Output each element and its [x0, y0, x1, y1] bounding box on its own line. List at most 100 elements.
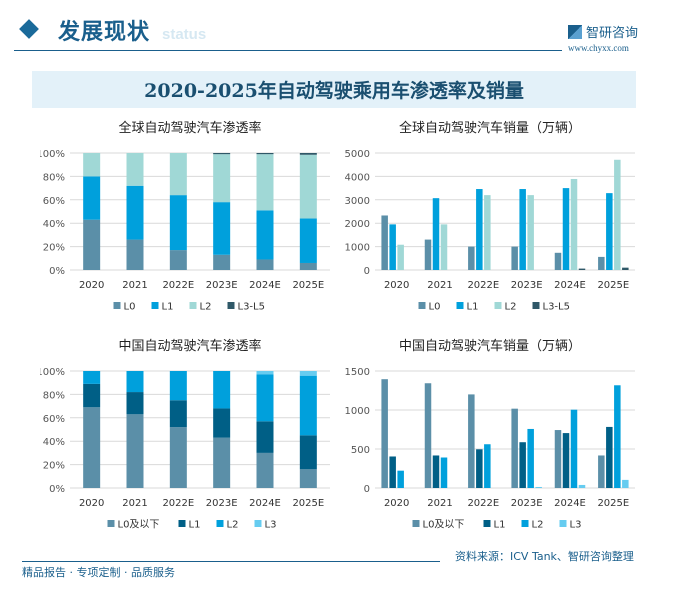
chart-title: 全球自动驾驶汽车销量（万辆） [399, 120, 581, 136]
bar-segment [299, 469, 317, 488]
x-tick-label: 2024E [249, 280, 281, 291]
y-tick-label: 4000 [345, 172, 370, 183]
chart-svg: 全球自动驾驶汽车销量（万辆） 0 1000 2000 3000 4000 5000 2020 2… [345, 120, 635, 313]
y-tick-label: 60% [43, 196, 65, 207]
x-tick-label: 2025E [597, 280, 629, 291]
logo-url: www.chyxx.com [568, 43, 629, 53]
bar-segment [126, 371, 144, 393]
legend-label: L1 [189, 520, 201, 531]
banner-title: 2020-2025年自动驾驶乘用车渗透率及销量 [144, 80, 524, 102]
bar [511, 246, 518, 270]
bar-segment [213, 254, 231, 270]
legend-label: L3-L5 [238, 302, 265, 313]
logo-name: 智研咨询 [586, 26, 639, 41]
x-tick-label: 2020 [79, 280, 104, 291]
banner: 2020-2025年自动驾驶乘用车渗透率及销量 [32, 71, 636, 108]
bar [476, 449, 483, 488]
x-tick-label: 2023E [511, 498, 543, 509]
x-tick-label: 2024E [249, 498, 281, 509]
bar [511, 408, 518, 488]
bar [562, 188, 570, 270]
bar [598, 256, 605, 270]
legend-label: L1 [467, 302, 479, 313]
legend-swatch [418, 302, 426, 309]
legend-label: L0及以下 [118, 519, 160, 531]
y-tick-label: 5000 [345, 149, 370, 160]
bar [578, 268, 586, 270]
legend-swatch [456, 302, 464, 309]
legend-label: L1 [162, 302, 174, 313]
chart-global-sales: 全球自动驾驶汽车销量（万辆） 0 1000 2000 3000 4000 5000 2020 2… [340, 115, 640, 325]
bar-segment [256, 452, 274, 488]
legend-swatch [494, 302, 502, 309]
x-tick-label: 2021 [122, 280, 147, 291]
logo-icon [568, 24, 582, 39]
footer-divider [22, 561, 440, 562]
bar-segment [299, 375, 317, 436]
y-tick-label: 0 [364, 484, 370, 495]
bar [570, 409, 578, 488]
x-tick-label: 2022E [467, 498, 499, 509]
bar-segment [256, 210, 274, 260]
x-tick-label: 2023E [206, 498, 238, 509]
y-tick-label: 20% [43, 461, 65, 472]
bar-segment [83, 383, 101, 408]
bar-segment [83, 407, 101, 488]
bar [622, 479, 629, 488]
section-title: 发展现状 [58, 20, 151, 45]
bar [381, 379, 388, 488]
x-tick-label: 2023E [206, 280, 238, 291]
legend-swatch [532, 302, 540, 309]
legend-label: L0 [124, 302, 136, 313]
x-tick-label: 2025E [292, 280, 324, 291]
bar [397, 470, 404, 488]
bar-segment [83, 153, 101, 177]
bar [432, 455, 440, 488]
chart-title: 中国自动驾驶汽车销量（万辆） [399, 338, 581, 354]
bar [614, 159, 621, 270]
legend-label: L3 [570, 520, 582, 531]
bar-segment [299, 218, 317, 263]
logo: 智研咨询 [568, 22, 638, 41]
bar [424, 239, 432, 270]
y-tick-label: 1500 [345, 367, 370, 378]
bar [535, 486, 542, 488]
bar-segment [213, 153, 231, 155]
bar-segment [256, 259, 274, 270]
legend-label: L1 [494, 520, 506, 531]
bar-segment [213, 154, 231, 203]
x-tick-label: 2021 [427, 498, 452, 509]
bar [570, 178, 578, 270]
y-tick-label: 1000 [345, 243, 370, 254]
legend-label: L2 [200, 302, 212, 313]
bar-segment [213, 202, 231, 255]
bar [519, 442, 526, 488]
bar-segment [169, 400, 187, 428]
x-tick-label: 2025E [597, 498, 629, 509]
legend-label: L3 [265, 520, 277, 531]
bar-segment [213, 437, 231, 488]
x-tick-label: 2023E [511, 280, 543, 291]
chart-global-penetration: 全球自动驾驶汽车渗透率 0% 20% 40% 60% 80% 100% 2020 2021 202… [36, 115, 340, 325]
chart-svg: 中国自动驾驶汽车销量（万辆） 0 500 1000 1500 2020 2021 2022E 2… [345, 338, 635, 531]
y-tick-label: 0 [364, 266, 370, 277]
chart-svg: 中国自动驾驶汽车渗透率 0% 20% 40% 60% 80% 100% 2020 2021 202… [36, 338, 330, 531]
legend-label: L0 [429, 302, 441, 313]
bar-segment [126, 414, 144, 488]
legend-swatch [189, 302, 197, 309]
bar-segment [299, 153, 317, 155]
bar-segment [83, 371, 101, 384]
bar-segment [169, 427, 187, 488]
y-tick-label: 0% [49, 484, 65, 495]
x-tick-label: 2024E [554, 498, 586, 509]
bar [440, 224, 448, 270]
x-tick-label: 2025E [292, 498, 324, 509]
x-tick-label: 2022E [162, 280, 194, 291]
bar [484, 444, 491, 488]
x-tick-label: 2021 [427, 280, 452, 291]
bar [468, 394, 475, 488]
y-tick-label: 80% [43, 172, 65, 183]
bar [432, 198, 440, 270]
bar-segment [169, 250, 187, 270]
x-tick-label: 2024E [554, 280, 586, 291]
